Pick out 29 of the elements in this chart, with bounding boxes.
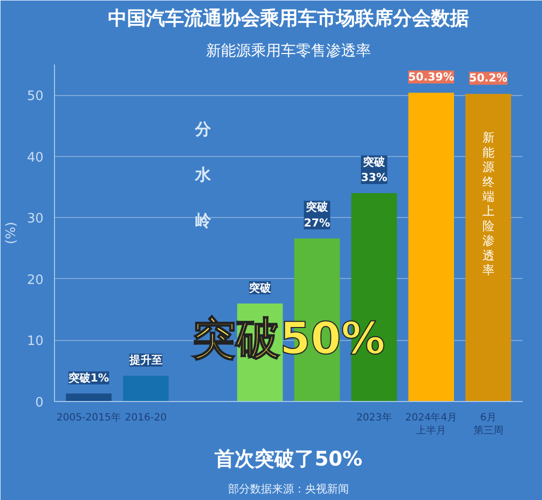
x-tick-label: 2023年 <box>356 412 392 424</box>
data-label: 突破 <box>248 281 272 294</box>
bar <box>408 92 454 402</box>
y-axis-title: (%) <box>4 222 19 244</box>
y-tick-label: 10 <box>26 334 44 350</box>
bar <box>465 94 512 402</box>
y-tick-label: 0 <box>35 396 44 410</box>
x-tick-label: 2016-20 <box>124 412 167 424</box>
text: 首次突破了50% <box>214 446 362 470</box>
x-tick-label: 2024年4月上半月 <box>405 412 458 437</box>
data-label: 突破 27% <box>304 200 330 230</box>
data-label: 突破1% <box>67 371 110 384</box>
y-tick-label: 40 <box>26 150 44 166</box>
y-tick-label: 20 <box>26 272 44 288</box>
data-label: 50.2% <box>469 72 508 85</box>
text: 分水岭 <box>194 120 211 230</box>
bar <box>122 376 169 402</box>
chart-subtitle: 新能源乘用车零售渗透率 <box>206 42 371 60</box>
data-label: 提升至 <box>128 354 162 367</box>
data-label: 突破 33% <box>360 155 388 184</box>
y-tick-label: 30 <box>26 212 44 227</box>
bar <box>66 394 112 402</box>
x-tick-label: 2005-2015年 <box>56 412 122 424</box>
chart-title: 中国汽车流通协会乘用车市场联席分会数据 <box>108 8 469 30</box>
text: 部分数据来源：央视新闻 <box>228 482 349 496</box>
x-tick-label: 6月第三周 <box>473 412 504 437</box>
y-tick-label: 50 <box>26 89 44 104</box>
text: 新能源终端上险渗透率 <box>482 130 494 277</box>
data-label: 50.39% <box>408 70 454 84</box>
